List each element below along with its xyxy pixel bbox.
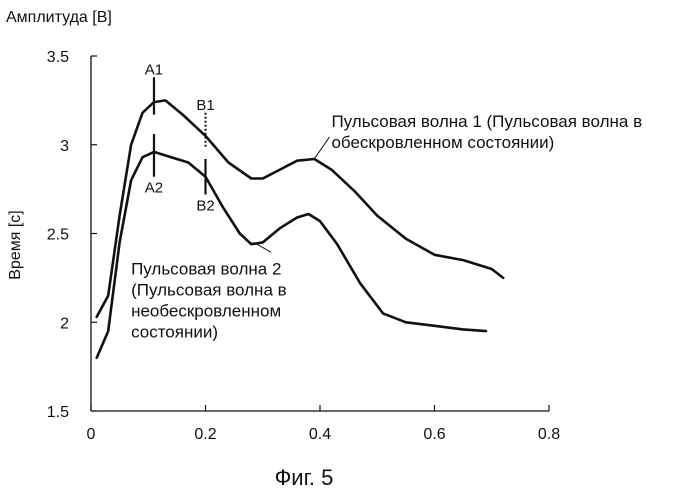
x-tick-label: 0.6: [423, 426, 445, 443]
annotation-2-line: необескровленном: [131, 301, 281, 320]
y-tick-label: 1.5: [47, 404, 69, 421]
marker-label-a1: A1: [145, 61, 163, 78]
annotation-2-line: состоянии): [131, 322, 218, 341]
chart-axes: 0 0.2 0.4 0.6 0.8 1.5 2 2.5 3 3.5: [47, 49, 560, 443]
y-tick-label: 2: [60, 315, 69, 332]
annotation-leader-1: [314, 137, 329, 159]
chart-annotations: Пульсовая волна 1 (Пульсовая волна в обес…: [131, 112, 642, 341]
marker-label-a2: A2: [145, 180, 163, 197]
annotation-1-line: Пульсовая волна 1 (Пульсовая волна в: [331, 112, 642, 131]
marker-label-b2: B2: [196, 197, 214, 214]
y-tick-label: 3.5: [47, 49, 69, 66]
x-tick-label: 0.2: [194, 426, 216, 443]
marker-label-b1: B1: [196, 97, 214, 114]
chart-markers: A1 B1 A2 B2: [145, 61, 215, 214]
y-tick-label: 2.5: [47, 227, 69, 244]
x-tick-label: 0: [87, 426, 96, 443]
annotation-2-line: (Пульсовая волна в: [131, 280, 287, 299]
annotation-2-line: Пульсовая волна 2: [131, 259, 281, 278]
figure-caption: Фиг. 5: [275, 465, 334, 490]
y-axis-title-amplitude: Амплитуда [В]: [6, 9, 112, 26]
y-tick-label: 3: [60, 138, 69, 155]
annotation-1-line: обескровленном состоянии): [331, 133, 554, 152]
annotation-leader-2: [257, 244, 271, 252]
y-axis-title-time: Время [с]: [7, 210, 24, 279]
x-tick-label: 0.8: [538, 426, 560, 443]
x-tick-label: 0.4: [309, 426, 331, 443]
